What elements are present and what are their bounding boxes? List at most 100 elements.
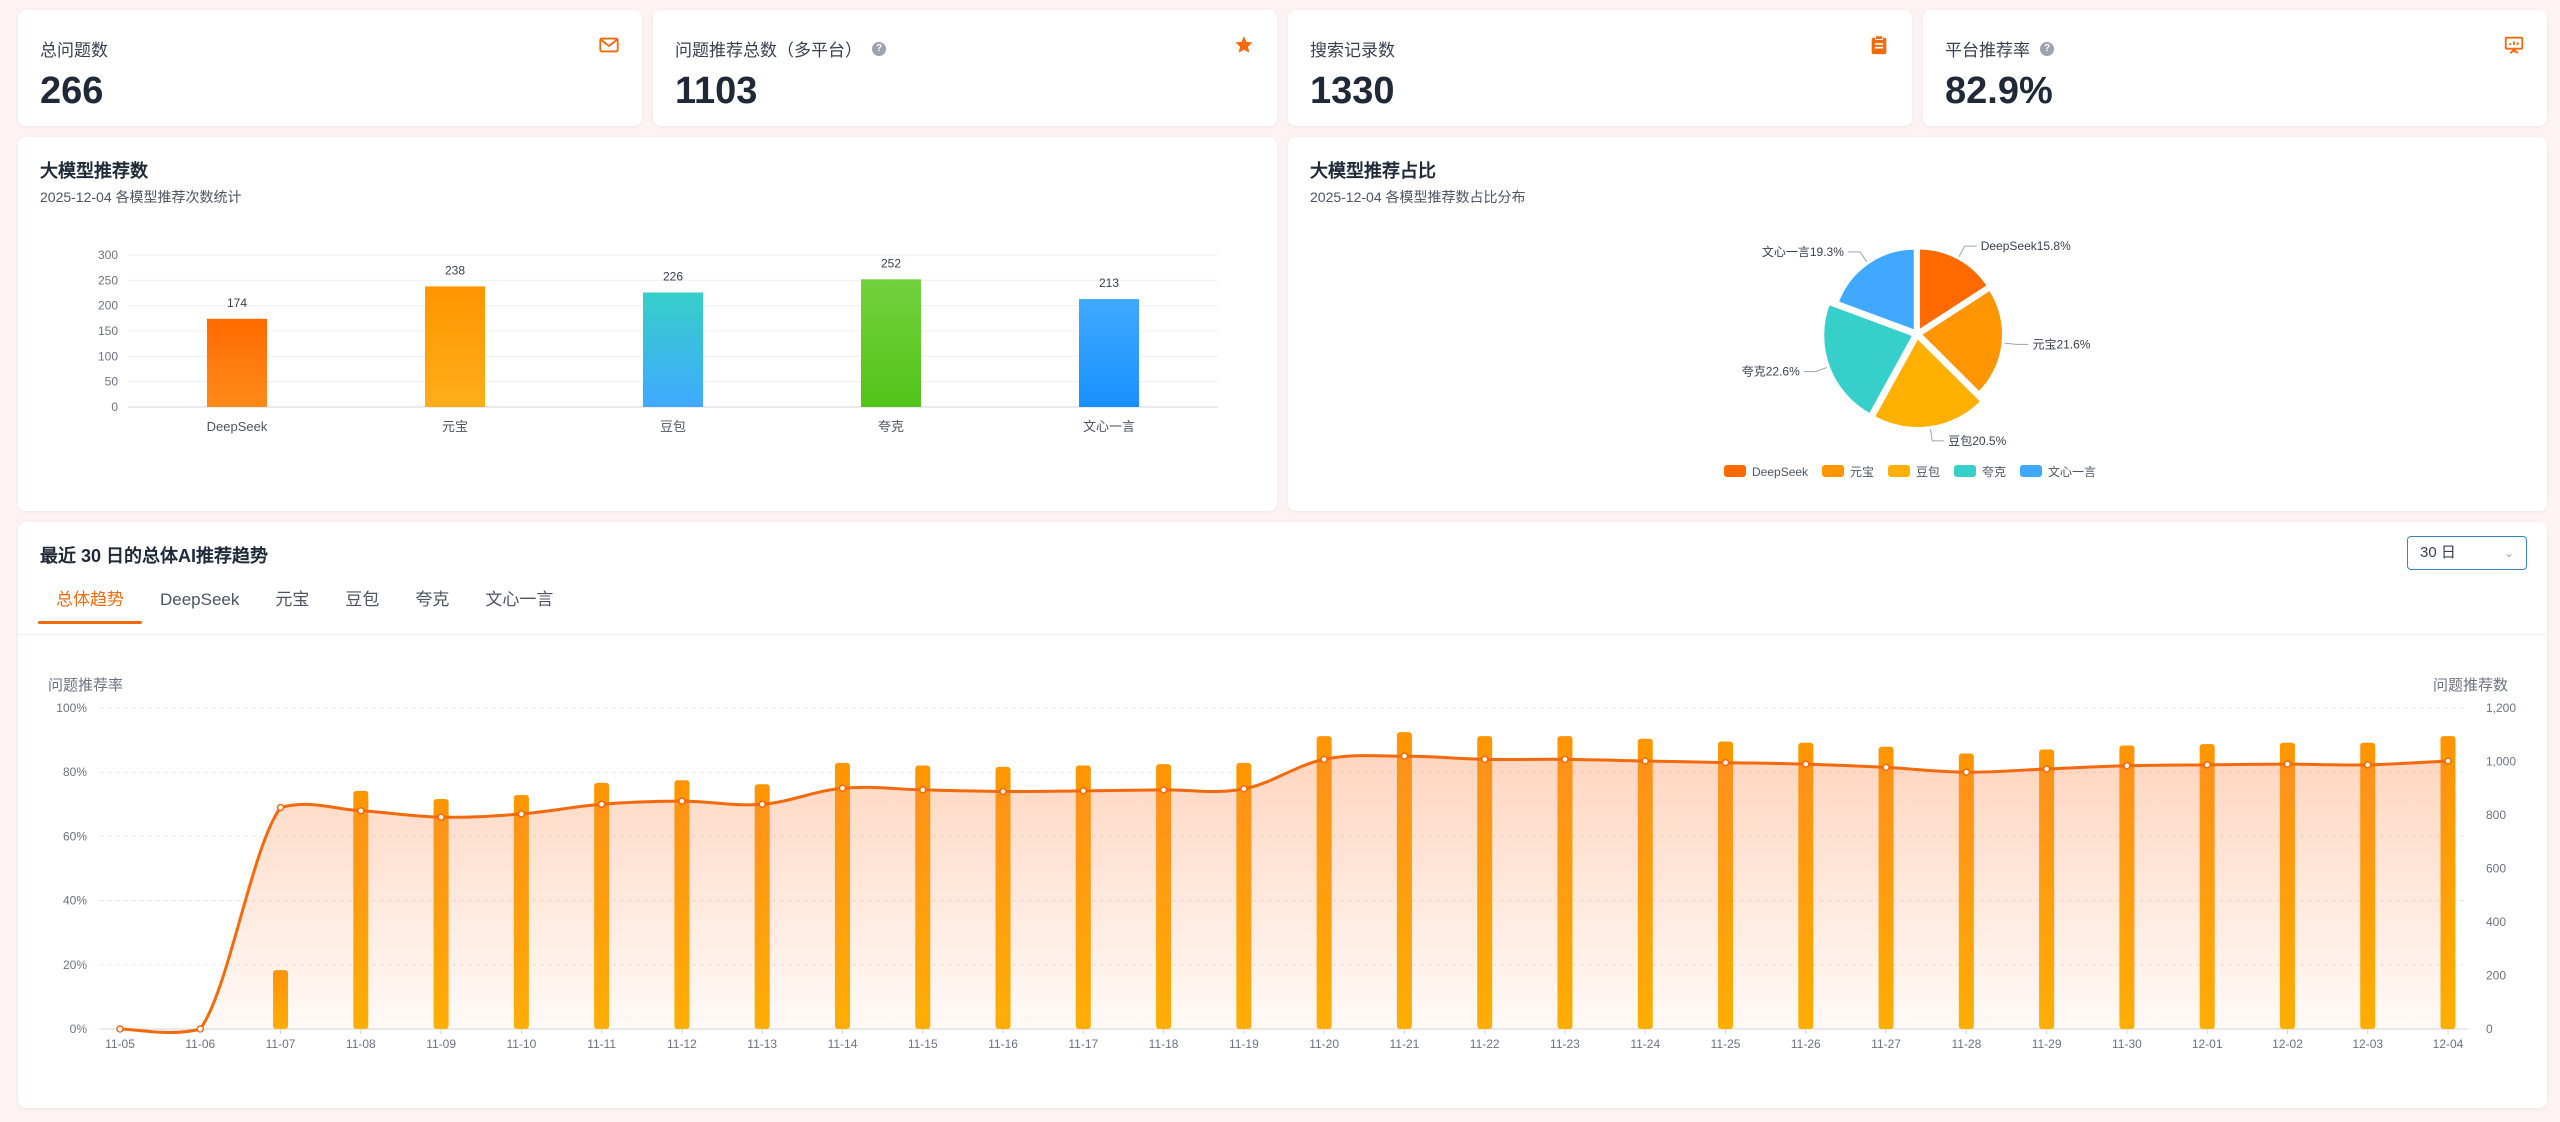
pie-chart: DeepSeek15.8% 元宝21.6% 豆包20.5% 夸克22.6% 文心一言19… bbox=[1724, 239, 2096, 479]
trend-point bbox=[2444, 757, 2452, 765]
tab-wenxin[interactable]: 文心一言 bbox=[485, 590, 554, 609]
y-tick-label: 150 bbox=[98, 324, 118, 338]
trend-point bbox=[1561, 755, 1569, 764]
x-tick-label: 11-06 bbox=[185, 1037, 215, 1051]
x-tick-label: 11-30 bbox=[2112, 1037, 2142, 1051]
legend-swatch bbox=[2020, 465, 2042, 477]
pie-slice-label: 夸克22.6% bbox=[1742, 365, 1800, 379]
pie-slice-label: 文心一言19.3% bbox=[1762, 244, 1844, 259]
bar-chart: 0 50 100 150 200 250 300 174 DeepSeek 238 元宝 226 豆包 2… bbox=[98, 248, 1218, 434]
panel-subtitle: 2025-12-04 各模型推荐次数统计 bbox=[40, 189, 242, 205]
bar-value-label: 252 bbox=[881, 256, 901, 270]
trend-point bbox=[1320, 755, 1328, 764]
y-tick-label: 100 bbox=[98, 349, 118, 363]
bar bbox=[643, 292, 703, 407]
tabs-divider bbox=[18, 634, 2547, 635]
pie-slice bbox=[1822, 302, 1915, 416]
stat-value: 1330 bbox=[1310, 70, 1395, 112]
tab-kuake[interactable]: 夸克 bbox=[415, 590, 450, 609]
trend-point bbox=[276, 803, 285, 812]
trend-point bbox=[1480, 755, 1489, 764]
stat-value: 266 bbox=[40, 70, 104, 112]
x-tick-label: 11-14 bbox=[828, 1037, 858, 1051]
tab-overall[interactable]: 总体趋势 bbox=[38, 580, 142, 624]
x-tick-label: 文心一言 bbox=[1083, 419, 1135, 434]
trend-point bbox=[1400, 752, 1409, 760]
y-tick-label: 50 bbox=[105, 375, 119, 389]
trend-point bbox=[1240, 785, 1248, 793]
trend-point bbox=[1962, 768, 1971, 776]
x-tick-label: 11-28 bbox=[1951, 1037, 1981, 1051]
stat-value: 1103 bbox=[675, 70, 758, 112]
pie-slice bbox=[1836, 247, 1916, 333]
x-tick-label: 11-22 bbox=[1470, 1037, 1500, 1051]
trend-tabs: 总体趋势 DeepSeek 元宝 豆包 夸克 文心一言 bbox=[38, 580, 571, 624]
x-tick-label: 11-13 bbox=[747, 1037, 777, 1051]
trend-point bbox=[1641, 757, 1649, 765]
panel-subtitle: 2025-12-04 各模型推荐数占比分布 bbox=[1310, 189, 1526, 205]
right-y-tick-label: 1,200 bbox=[2486, 701, 2516, 715]
x-tick-label: 11-15 bbox=[908, 1037, 938, 1051]
pie-label-line bbox=[1930, 428, 1945, 442]
pie-label-line bbox=[1958, 245, 1977, 257]
y-tick-label: 250 bbox=[98, 273, 118, 287]
bar bbox=[1079, 299, 1139, 407]
pie-label-line bbox=[1803, 366, 1828, 373]
tab-doubao[interactable]: 豆包 bbox=[345, 590, 380, 609]
y-tick-label: 300 bbox=[98, 248, 118, 262]
right-y-tick-label: 400 bbox=[2486, 915, 2506, 929]
trend-chart: 问题推荐率 问题推荐数 0% 20% 40% 60% 80% 100% 0 200 400 600 80… bbox=[48, 677, 2516, 1051]
legend-label: 元宝 bbox=[1850, 465, 1874, 479]
pie-slice bbox=[1919, 288, 2004, 394]
bar-value-label: 174 bbox=[227, 296, 247, 310]
x-tick-label: 11-07 bbox=[266, 1037, 296, 1051]
x-tick-label: 元宝 bbox=[442, 419, 468, 434]
x-tick-label: 12-04 bbox=[2433, 1037, 2464, 1051]
chevron-down-icon: ⌄ bbox=[2503, 546, 2514, 560]
panel-title: 大模型推荐占比 bbox=[1310, 161, 1436, 181]
left-y-tick-label: 80% bbox=[63, 765, 87, 779]
tab-yuanbao[interactable]: 元宝 bbox=[275, 590, 310, 609]
stat-title: 总问题数 bbox=[40, 41, 108, 60]
right-y-tick-label: 1,000 bbox=[2486, 755, 2516, 769]
trend-point bbox=[2283, 760, 2292, 768]
tab-deepseek[interactable]: DeepSeek bbox=[160, 590, 240, 609]
legend-label: DeepSeek bbox=[1752, 465, 1809, 479]
pie-slice-label: 豆包20.5% bbox=[1948, 434, 2006, 448]
pie-slice-label: 元宝21.6% bbox=[2032, 337, 2090, 351]
x-tick-label: 11-25 bbox=[1711, 1037, 1741, 1051]
stat-card-platform-rate: 平台推荐率? 82.9% bbox=[1923, 10, 2547, 126]
legend-swatch bbox=[1724, 465, 1746, 477]
x-tick-label: 11-08 bbox=[346, 1037, 376, 1051]
trend-area bbox=[120, 755, 2448, 1033]
x-tick-label: 11-12 bbox=[667, 1037, 697, 1051]
stat-title: 平台推荐率? bbox=[1945, 36, 2054, 61]
x-tick-label: DeepSeek bbox=[207, 419, 268, 434]
stat-title: 问题推荐总数（多平台）? bbox=[675, 36, 886, 61]
x-tick-label: 11-11 bbox=[587, 1037, 616, 1051]
stat-card-total-recommendations: 问题推荐总数（多平台）? 1103 bbox=[653, 10, 1277, 126]
legend-swatch bbox=[1888, 465, 1910, 477]
range-select-value: 30 日 bbox=[2420, 544, 2456, 561]
help-icon[interactable]: ? bbox=[872, 41, 886, 56]
trend-point bbox=[999, 787, 1007, 796]
trend-point bbox=[678, 797, 686, 805]
x-tick-label: 11-27 bbox=[1871, 1037, 1901, 1051]
trend-point bbox=[597, 800, 606, 809]
legend-swatch bbox=[1954, 465, 1976, 477]
bar bbox=[425, 286, 485, 407]
x-tick-label: 12-01 bbox=[2192, 1037, 2223, 1051]
star-icon bbox=[1235, 36, 1253, 53]
x-tick-label: 11-29 bbox=[2032, 1037, 2062, 1051]
pie-slice-label: DeepSeek15.8% bbox=[1981, 239, 2071, 253]
range-select[interactable]: 30 日 ⌄ bbox=[2407, 536, 2527, 570]
stat-title: 搜索记录数 bbox=[1310, 41, 1395, 60]
bar bbox=[207, 318, 267, 407]
trend-point bbox=[2123, 762, 2131, 770]
help-icon[interactable]: ? bbox=[2040, 41, 2054, 56]
y-tick-label: 0 bbox=[111, 400, 118, 414]
bar-value-label: 226 bbox=[663, 269, 683, 283]
right-y-tick-label: 600 bbox=[2486, 862, 2506, 876]
x-tick-label: 11-09 bbox=[426, 1037, 456, 1051]
bar-value-label: 213 bbox=[1099, 276, 1119, 290]
